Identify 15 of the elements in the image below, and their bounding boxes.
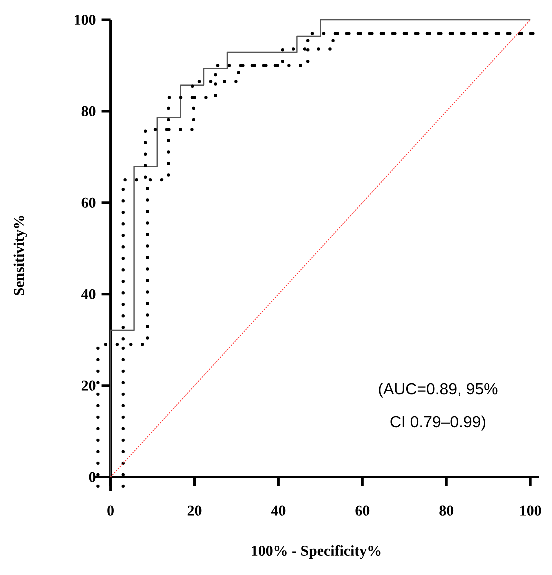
x-tick-label: 0 (108, 506, 114, 516)
y-tick-label: 60 (82, 198, 96, 208)
x-axis-title: 100% - Specificity% (252, 545, 381, 560)
y-tick-label: 80 (82, 106, 96, 116)
x-tick-label: 60 (356, 506, 370, 516)
x-tick-label: 80 (440, 506, 454, 516)
y-tick-label: 40 (82, 289, 96, 300)
y-axis-title: Sensitivity% (14, 216, 28, 296)
x-tick-label: 20 (188, 506, 202, 516)
y-tick-label: 100 (75, 14, 96, 26)
annotation: (AUC=0.89, 95% (379, 382, 498, 398)
x-tick-label: 40 (271, 506, 286, 516)
annotation: CI 0.79–0.99) (390, 416, 486, 431)
y-tick-label: 20 (82, 380, 96, 391)
x-tick-label: 100 (520, 506, 542, 516)
